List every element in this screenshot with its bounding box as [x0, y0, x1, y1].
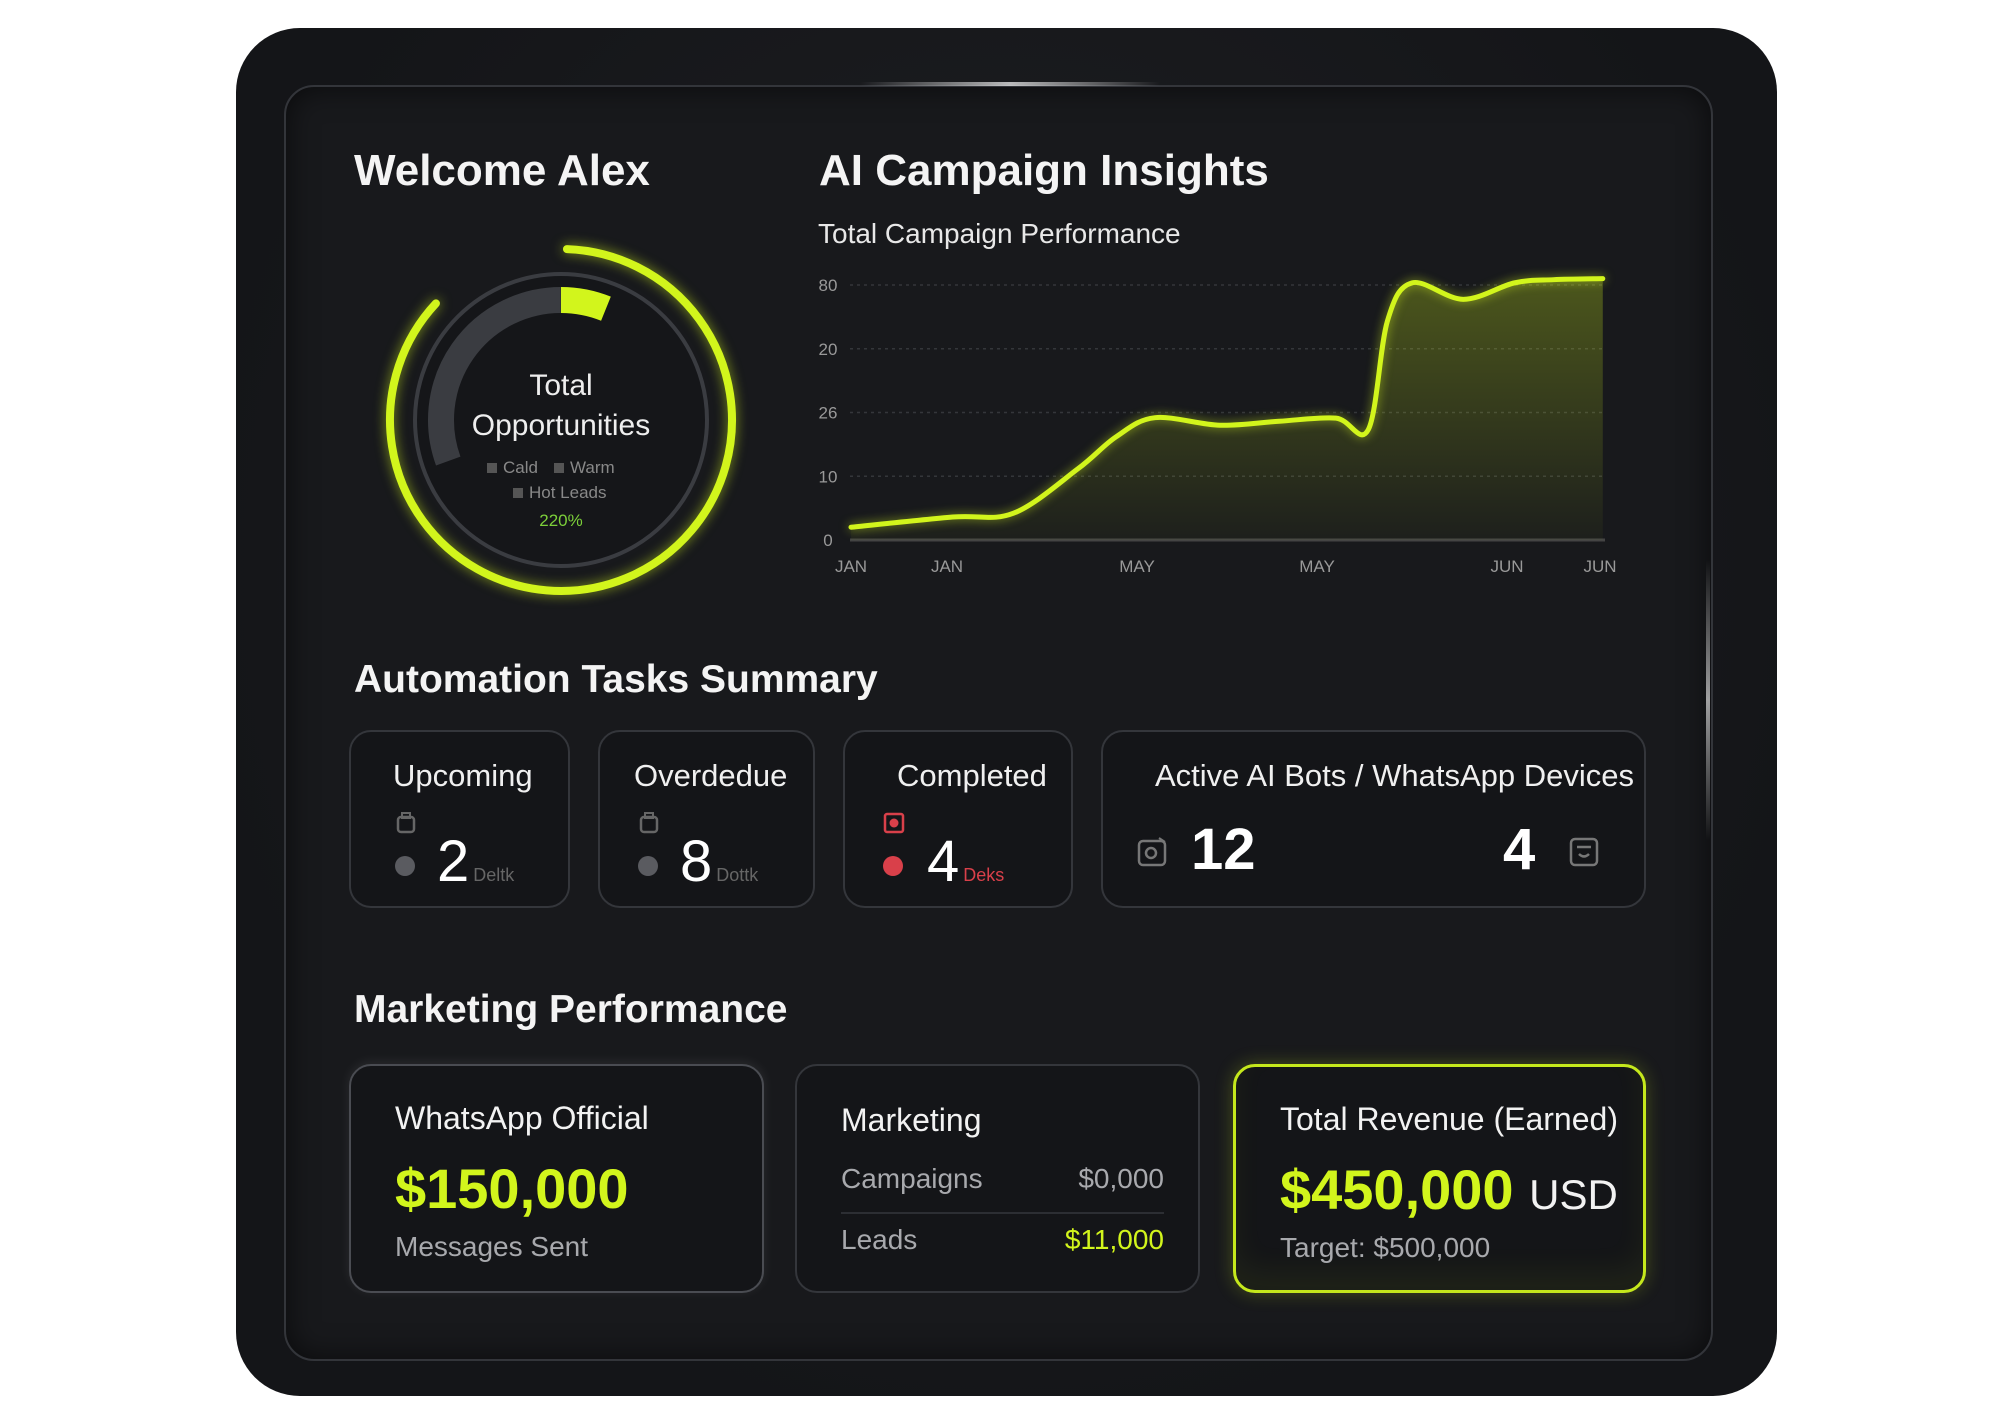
bots-label: Active AI Bots / WhatsApp Devices	[1155, 758, 1634, 793]
leads-value: $11,000	[1064, 1224, 1164, 1255]
marketing-title: Marketing Performance	[354, 988, 788, 1031]
task-card-completed[interactable]: Completed 4 Deks	[843, 730, 1073, 908]
gauge-value-arc	[560, 287, 611, 321]
status-dot	[638, 856, 658, 876]
legend-hot-leads: Hot Leads	[529, 483, 607, 502]
x-tick-label: MAY	[1299, 557, 1335, 576]
revenue-title: Total Revenue (Earned)	[1280, 1101, 1618, 1137]
task-icon	[639, 812, 659, 834]
status-dot	[883, 856, 903, 876]
series-area	[851, 278, 1603, 540]
campaign-performance-chart: 0 10 26 20 80 JAN JAN MAY MAY JUN JUN	[819, 276, 1617, 576]
y-tick-label: 10	[819, 467, 838, 486]
marketing-card-title: Marketing	[841, 1102, 982, 1138]
opportunities-gauge: Total Opportunities Cald Warm Hot Leads …	[386, 245, 736, 595]
automation-title: Automation Tasks Summary	[354, 658, 878, 701]
whatsapp-title: WhatsApp Official	[395, 1100, 649, 1136]
gauge-inner-ring	[413, 272, 709, 568]
leads-label: Leads	[841, 1224, 918, 1255]
gauge-track-arc	[428, 287, 562, 466]
gauge-label: Total	[529, 369, 592, 402]
y-tick-label: 26	[819, 404, 838, 423]
y-tick-label: 80	[819, 276, 838, 295]
device-icon	[1569, 837, 1599, 867]
legend-swatch-warm	[554, 463, 564, 473]
completed-icon	[883, 812, 905, 834]
x-tick-label: JAN	[835, 557, 867, 576]
y-tick-label: 0	[823, 531, 832, 550]
campaigns-label: Campaigns	[841, 1163, 983, 1194]
gauge-label: Opportunities	[472, 409, 650, 442]
welcome-title: Welcome Alex	[354, 146, 650, 195]
chart-subtitle: Total Campaign Performance	[818, 218, 1181, 249]
revenue-card[interactable]: Total Revenue (Earned) $450,000 USD Targ…	[1233, 1064, 1646, 1293]
panel-glow	[860, 82, 1160, 86]
marketing-card[interactable]: Marketing Campaigns $0,000 Leads $11,000	[795, 1064, 1200, 1293]
x-tick-label: JAN	[931, 557, 963, 576]
gauge-percent: 220%	[539, 511, 582, 530]
revenue-target: Target: $500,000	[1280, 1232, 1491, 1263]
x-tick-label: MAY	[1119, 557, 1155, 576]
whatsapp-amount: $150,000	[395, 1157, 629, 1220]
legend-swatch-cald	[487, 463, 497, 473]
x-tick-label: JUN	[1490, 557, 1523, 576]
y-tick-label: 20	[819, 340, 838, 359]
bots-devices-card[interactable]: Active AI Bots / WhatsApp Devices 12 4	[1101, 730, 1646, 908]
bots-count: 12	[1191, 817, 1256, 882]
campaigns-value: $0,000	[1078, 1163, 1164, 1194]
whatsapp-sub: Messages Sent	[395, 1231, 588, 1262]
task-card-upcoming[interactable]: Upcoming 2 Deltk	[349, 730, 570, 908]
insights-title: AI Campaign Insights	[819, 146, 1269, 195]
divider	[841, 1212, 1164, 1214]
task-count: 4 Deks	[927, 829, 1005, 894]
task-card-overdue[interactable]: Overdedue 8 Dottk	[598, 730, 815, 908]
task-icon	[396, 812, 416, 834]
task-label: Upcoming	[393, 758, 533, 793]
whatsapp-card[interactable]: WhatsApp Official $150,000 Messages Sent	[349, 1064, 764, 1293]
devices-count: 4	[1503, 817, 1536, 882]
x-tick-label: JUN	[1583, 557, 1616, 576]
panel-glow	[1706, 560, 1710, 840]
task-count: 8 Dottk	[680, 829, 759, 894]
status-dot	[395, 856, 415, 876]
gauge-outer-arc	[386, 245, 736, 595]
task-label: Overdedue	[634, 758, 788, 793]
task-count: 2 Deltk	[437, 829, 515, 894]
task-label: Completed	[897, 758, 1047, 793]
revenue-amount: $450,000 USD	[1280, 1158, 1618, 1221]
legend-warm: Warm	[570, 458, 615, 477]
bot-icon	[1137, 837, 1167, 867]
legend-cald: Cald	[503, 458, 538, 477]
series-line	[848, 276, 1606, 530]
legend-swatch-hot-leads	[513, 488, 523, 498]
